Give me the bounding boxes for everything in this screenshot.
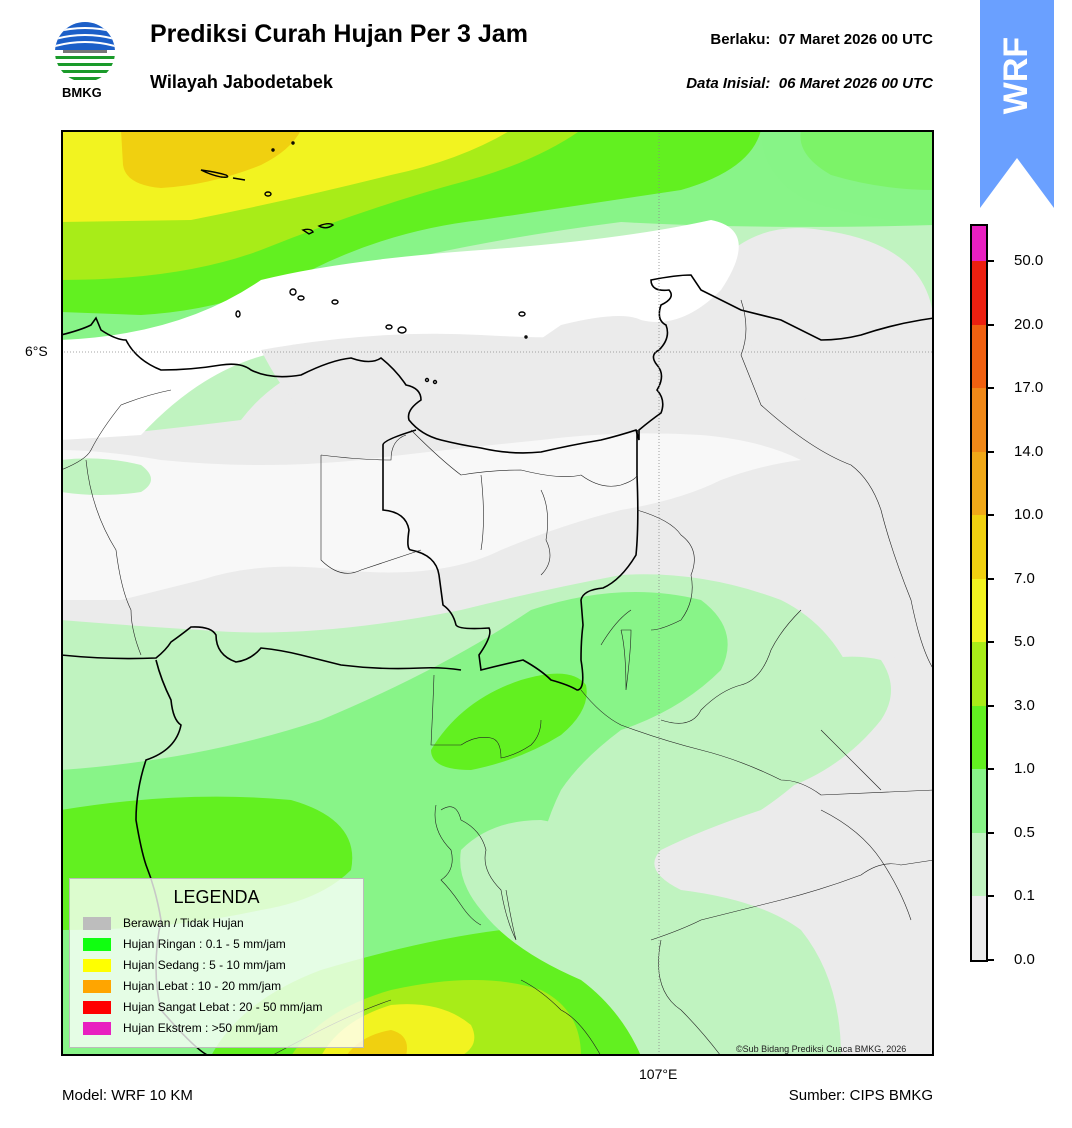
legend-item-light: Hujan Ringan : 0.1 - 5 mm/jam (83, 936, 286, 952)
legend-label-cloudy: Berawan / Tidak Hujan (123, 916, 244, 930)
valid-time: Berlaku: 07 Maret 2026 00 UTC (710, 31, 933, 48)
rain-zone-light-west (61, 458, 151, 495)
legend-item-very-heavy: Hujan Sangat Lebat : 20 - 50 mm/jam (83, 999, 322, 1015)
colorbar-tick-label: 1.0 (1014, 760, 1035, 778)
district-boundaries (61, 299, 934, 1056)
colorbar-tick (988, 704, 994, 707)
colorbar-tick (988, 768, 994, 771)
province-boundary-south (61, 626, 462, 671)
colorbar-tick-label: 14.0 (1014, 442, 1044, 460)
colorbar-tick-label: 0.5 (1014, 823, 1035, 841)
init-time: Data Inisial: 06 Maret 2026 00 UTC (686, 75, 933, 92)
rain-zone-gold-top (121, 130, 301, 188)
latitude-label: 6°S (25, 343, 48, 359)
colorbar-segment (972, 642, 986, 706)
colorbar-tick (988, 577, 994, 580)
model-info: Model: WRF 10 KM (62, 1087, 193, 1104)
rain-zone-light-east (658, 656, 891, 790)
colorbar-tick-label: 0.1 (1014, 887, 1035, 905)
colorbar-tick-label: 7.0 (1014, 569, 1035, 587)
legend-item-cloudy: Berawan / Tidak Hujan (83, 915, 244, 931)
legend-item-moderate: Hujan Sedang : 5 - 10 mm/jam (83, 957, 286, 973)
colorbar-tick-label: 50.0 (1014, 251, 1044, 269)
colorbar-segment (972, 769, 986, 833)
valid-time-value: 07 Maret 2026 00 UTC (778, 31, 933, 48)
legend-label-very-heavy: Hujan Sangat Lebat : 20 - 50 mm/jam (123, 1000, 323, 1014)
logo-text: BMKG (62, 85, 102, 100)
copyright-text: ©Sub Bidang Prediksi Cuaca BMKG, 2026 (736, 1044, 907, 1054)
colorbar-tick-label: 0.0 (1014, 951, 1035, 968)
colorbar-tick (988, 959, 994, 961)
legend-swatch-very-heavy (83, 1000, 111, 1014)
legend-label-moderate: Hujan Sedang : 5 - 10 mm/jam (123, 958, 286, 972)
rain-zone-bright-center (431, 673, 587, 770)
colorbar-tick (988, 387, 994, 390)
rain-zone-medium-topright (761, 130, 934, 225)
legend-item-heavy: Hujan Lebat : 10 - 20 mm/jam (83, 978, 281, 994)
rain-zone-light-south (460, 820, 703, 1056)
map-frame (61, 130, 934, 1056)
colorbar-segment (972, 705, 986, 770)
legend-label-heavy: Hujan Lebat : 10 - 20 mm/jam (123, 979, 282, 993)
legend-swatch-extreme (83, 1021, 111, 1035)
rain-zone-clear-land (61, 433, 801, 600)
rain-zone-clear-north (61, 220, 739, 440)
source-info: Sumber: CIPS BMKG (788, 1087, 933, 1104)
colorbar-tick-label: 17.0 (1014, 379, 1044, 397)
legend-swatch-cloudy (83, 916, 111, 930)
wrf-badge-text: WRF (997, 36, 1036, 114)
init-time-value: 06 Maret 2026 00 UTC (778, 75, 933, 92)
colorbar-segment (972, 896, 986, 960)
colorbar-tick (988, 895, 994, 898)
page-title: Prediksi Curah Hujan Per 3 Jam (150, 20, 528, 48)
wrf-badge-text-wrap: WRF (980, 0, 1054, 150)
colorbar-tick-label: 10.0 (1014, 506, 1044, 524)
colorbar-tick (988, 831, 994, 834)
legend-swatch-heavy (83, 979, 111, 993)
colorbar-segment (972, 578, 986, 643)
rain-zone-none-core (291, 333, 688, 430)
legend-item-extreme: Hujan Ekstrem : >50 mm/jam (83, 1020, 278, 1036)
colorbar-segment (972, 324, 986, 389)
legend-label-extreme: Hujan Ekstrem : >50 mm/jam (123, 1021, 279, 1035)
islands (200, 141, 528, 385)
wrf-badge (980, 0, 1054, 208)
bmkg-logo (55, 22, 115, 82)
legend-swatch-light (83, 937, 111, 951)
colorbar-segment (972, 260, 986, 325)
valid-time-label: Berlaku: (710, 31, 771, 48)
colorbar-segment (972, 832, 986, 897)
colorbar-tick-label: 5.0 (1014, 633, 1035, 651)
province-boundary-east (382, 429, 639, 691)
legend-swatch-moderate (83, 958, 111, 972)
colorbar-tick-label: 3.0 (1014, 696, 1035, 714)
map-legend: LEGENDA Berawan / Tidak Hujan Hujan Ring… (69, 878, 364, 1048)
coastline (61, 274, 934, 454)
colorbar-tick (988, 641, 994, 644)
longitude-label: 107°E (639, 1066, 678, 1082)
colorbar-tick (988, 323, 994, 326)
colorbar-tick (988, 259, 994, 262)
colorbar-segment (972, 515, 986, 579)
rain-zone-gold-south (346, 1030, 407, 1056)
init-time-label: Data Inisial: (686, 75, 771, 92)
page-subtitle: Wilayah Jabodetabek (150, 72, 333, 92)
colorbar-tick (988, 514, 994, 517)
colorbar (970, 224, 988, 962)
colorbar-segment (972, 226, 986, 261)
colorbar-segment (972, 388, 986, 452)
colorbar-segment (972, 451, 986, 516)
colorbar-tick (988, 450, 994, 453)
legend-label-light: Hujan Ringan : 0.1 - 5 mm/jam (123, 937, 286, 951)
legend-title: LEGENDA (173, 887, 260, 907)
colorbar-tick-label: 20.0 (1014, 315, 1044, 333)
